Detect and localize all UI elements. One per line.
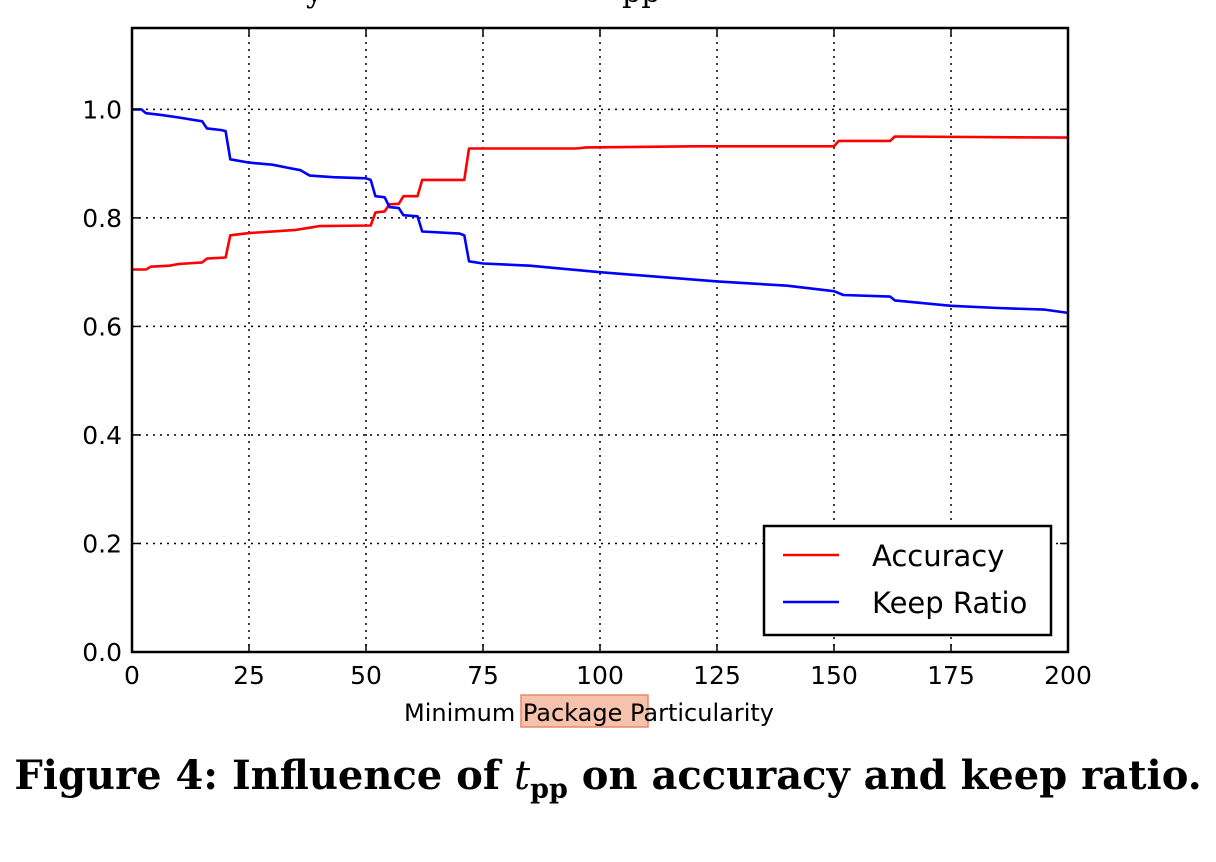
y-tick-label: 0.6 (82, 312, 122, 341)
caption-prefix: Figure 4: Influence of (14, 752, 514, 799)
y-tick-label: 1.0 (82, 95, 122, 124)
y-tick-label: 0.8 (82, 204, 122, 233)
x-tick-label: 150 (810, 661, 858, 690)
legend-label-accuracy: Accuracy (872, 539, 1004, 573)
x-tick-label: 125 (693, 661, 741, 690)
x-tick-labels: 0 25 50 75 100 125 150 175 200 (124, 661, 1092, 690)
caption-symbol: t (514, 753, 531, 799)
x-axis-label: Minimum Package Particularity (404, 699, 774, 727)
caption-suffix: on accuracy and keep ratio. (567, 752, 1202, 799)
x-tick-label: 50 (350, 661, 382, 690)
legend-box (762, 524, 1053, 637)
caption-subscript: pp (530, 774, 568, 805)
series-lines (132, 108, 1069, 315)
legend-label-keep-ratio: Keep Ratio (872, 586, 1027, 620)
x-tick-label: 175 (927, 661, 975, 690)
cropped-title-fragment-right: pp (622, 0, 660, 10)
figure-caption: Figure 4: Influence of tpp on accuracy a… (0, 752, 1216, 805)
series-line-accuracy (132, 135, 1069, 271)
cropped-title-fragment-left: y (305, 0, 323, 10)
axis-ticks (131, 28, 1069, 653)
y-tick-label: 0.2 (82, 529, 122, 558)
x-tick-label: 75 (467, 661, 499, 690)
y-tick-labels: 0.0 0.2 0.4 0.6 0.8 1.0 (82, 95, 122, 667)
chart: y pp 0.0 0.2 0.4 0.6 0.8 1.0 0 25 50 75 100 125 150… (82, 0, 1092, 728)
legend: Accuracy Keep Ratio (762, 524, 1053, 637)
x-tick-label: 200 (1044, 661, 1092, 690)
xlabel-highlight (520, 694, 649, 728)
x-tick-label: 100 (576, 661, 624, 690)
y-tick-label: 0.0 (82, 638, 122, 667)
x-tick-label: 0 (124, 661, 140, 690)
y-tick-label: 0.4 (82, 421, 122, 450)
x-tick-label: 25 (233, 661, 265, 690)
series-line-keep-ratio (132, 108, 1069, 315)
